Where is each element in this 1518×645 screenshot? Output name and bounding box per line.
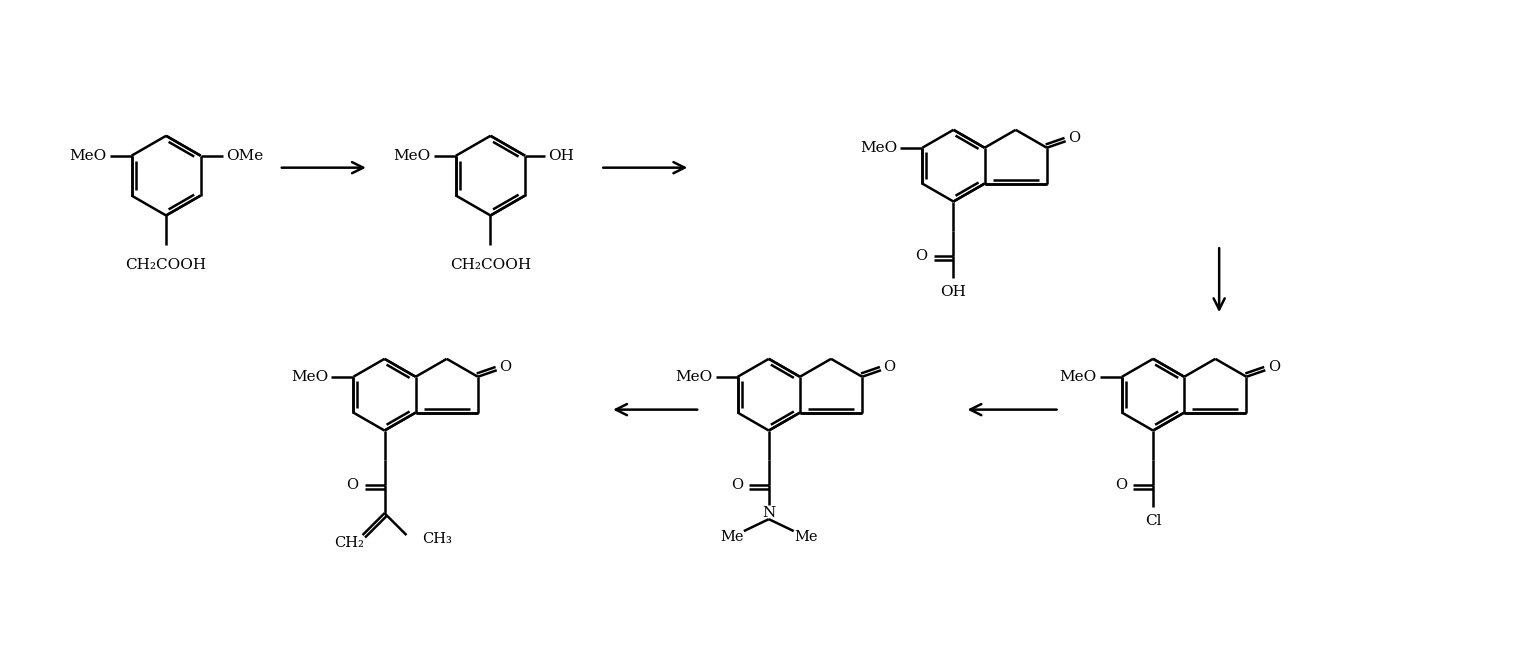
Text: CH₃: CH₃ [422,532,452,546]
Text: CH₂: CH₂ [334,536,363,550]
Text: MeO: MeO [68,149,106,163]
Text: O: O [346,479,358,492]
Text: O: O [499,361,512,374]
Text: MeO: MeO [393,149,431,163]
Text: O: O [915,249,927,263]
Text: MeO: MeO [676,370,712,384]
Text: Me: Me [794,530,818,544]
Text: MeO: MeO [859,141,897,155]
Text: Me: Me [720,530,744,544]
Text: O: O [730,479,742,492]
Text: CH₂COOH: CH₂COOH [449,258,531,272]
Text: CH₂COOH: CH₂COOH [126,258,206,272]
Text: MeO: MeO [291,370,328,384]
Text: OH: OH [941,285,967,299]
Text: O: O [1268,361,1280,374]
Text: Cl: Cl [1145,514,1161,528]
Text: OH: OH [548,149,574,163]
Text: MeO: MeO [1060,370,1096,384]
Text: N: N [762,506,776,520]
Text: O: O [883,361,896,374]
Text: O: O [1069,132,1081,145]
Text: O: O [1116,479,1128,492]
Text: OMe: OMe [226,149,263,163]
